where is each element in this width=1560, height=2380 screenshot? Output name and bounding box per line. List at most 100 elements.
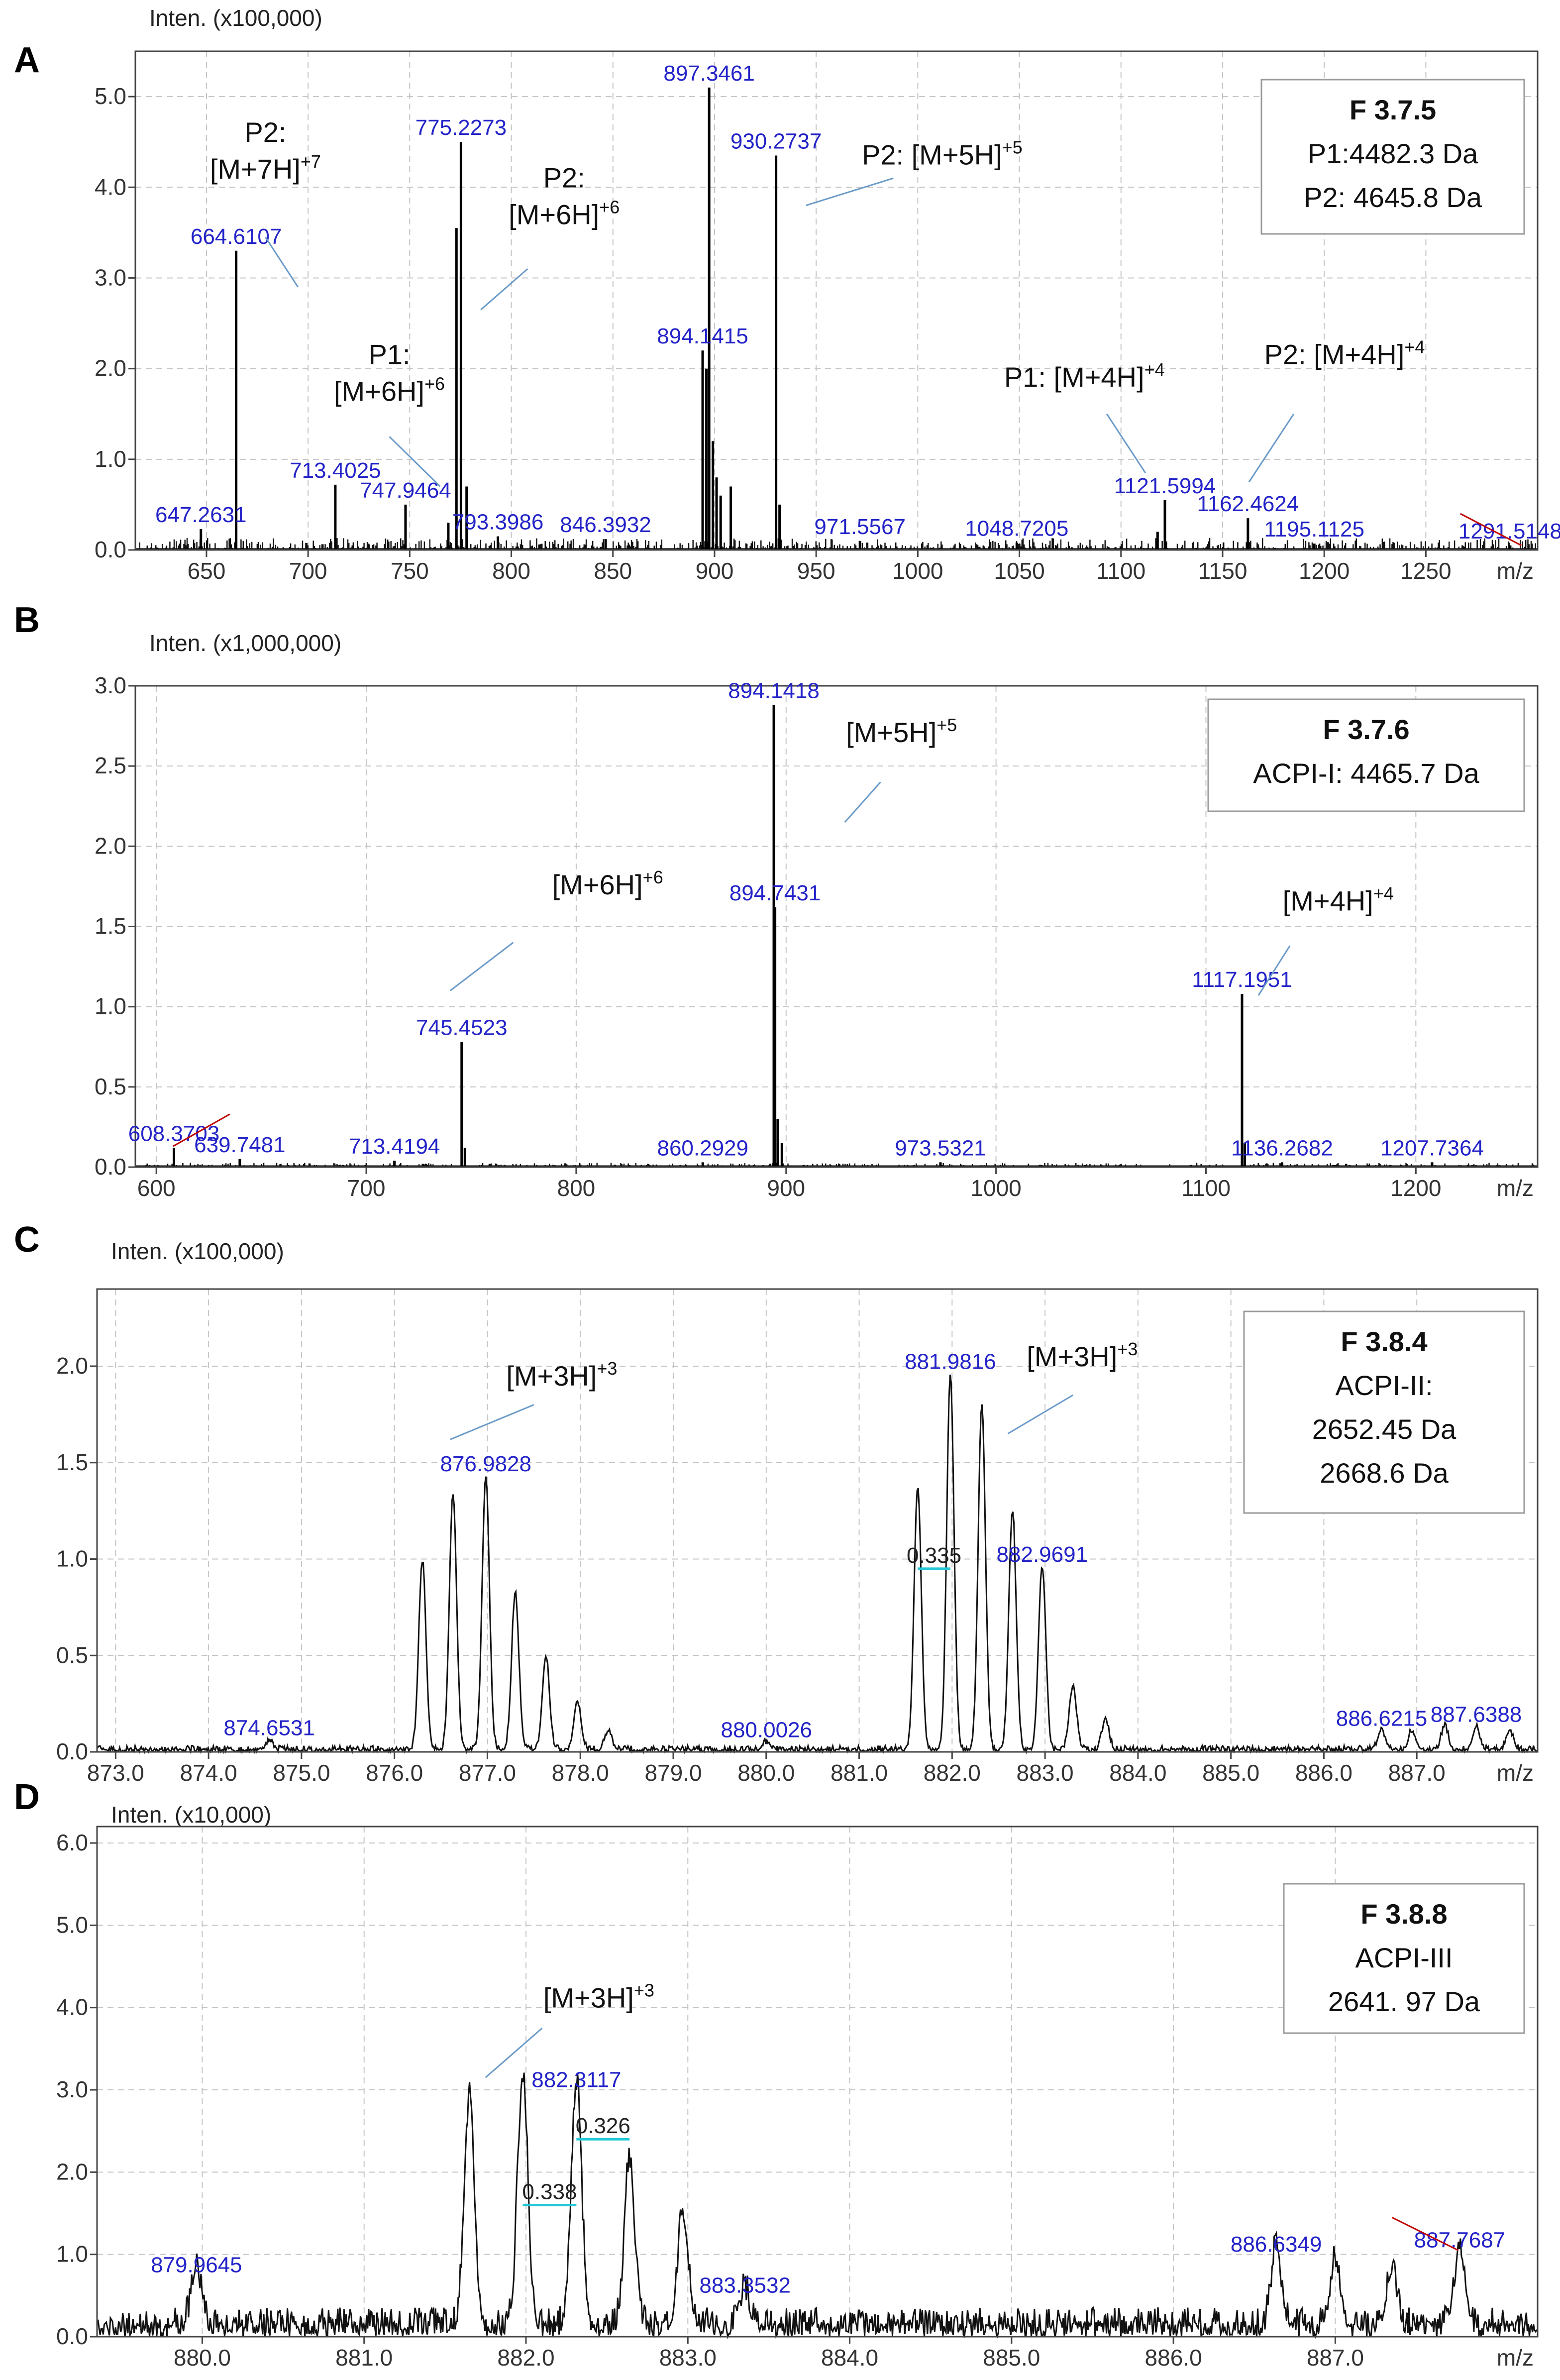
y-tick-label: 0.5 — [56, 1642, 88, 1668]
y-tick-label: 4.0 — [95, 174, 126, 200]
y-axis-label: Inten. (x1,000,000) — [149, 630, 341, 656]
peak-label: 894.1415 — [657, 324, 748, 348]
peak-label: 1195.1125 — [1264, 517, 1364, 541]
isotope-spacing-label: 0.326 — [576, 2114, 630, 2138]
y-axis-label: Inten. (x100,000) — [149, 5, 322, 31]
y-tick-label: 1.0 — [95, 446, 126, 472]
x-tick-label: 1100 — [1181, 1175, 1231, 1201]
annotation-leader — [450, 1404, 534, 1440]
x-axis-label: m/z — [1497, 1175, 1534, 1201]
ion-annotation: P1: [M+4H]+4 — [1004, 359, 1165, 393]
y-tick-label: 1.0 — [56, 2241, 88, 2267]
x-tick-label: 875.0 — [273, 1760, 330, 1786]
legend-line: ACPI-I: 4465.7 Da — [1253, 757, 1479, 789]
label-leader-red — [1391, 2216, 1459, 2251]
y-tick-label: 0.0 — [56, 1738, 88, 1764]
peak-label: 1162.4624 — [1197, 492, 1299, 516]
legend-line: 2668.6 Da — [1320, 1457, 1449, 1489]
peak-label: 879.9645 — [151, 2253, 242, 2277]
y-tick-label: 0.0 — [95, 1154, 126, 1180]
x-tick-label: 874.0 — [180, 1760, 237, 1786]
peak-label: 883.3532 — [699, 2273, 791, 2298]
annotation-leader — [1248, 413, 1295, 483]
y-tick-label: 2.0 — [56, 2159, 88, 2184]
x-tick-label: 885.0 — [983, 2345, 1040, 2371]
y-axis-label: Inten. (x10,000) — [111, 1802, 271, 1828]
peak-label: 881.9816 — [905, 1349, 996, 1374]
ion-annotation: P1: — [368, 339, 410, 370]
spectrum-trace — [97, 2072, 1538, 2340]
annotation-leader — [265, 236, 299, 288]
x-tick-label: 600 — [137, 1175, 176, 1201]
y-tick-label: 1.0 — [56, 1546, 88, 1572]
annotation-leader — [1257, 945, 1291, 996]
legend-line: P2: 4645.8 Da — [1304, 182, 1482, 213]
peak-label: 713.4025 — [290, 458, 381, 483]
legend-frame — [1243, 1310, 1525, 1514]
peak-label: 887.6388 — [1431, 1703, 1522, 1727]
x-tick-label: 900 — [696, 558, 734, 584]
y-tick-label: 2.0 — [56, 1353, 88, 1379]
legend-title: F 3.7.6 — [1323, 714, 1409, 745]
isotope-spacing-label: 0.335 — [907, 1543, 961, 1568]
legend-line: P1:4482.3 Da — [1308, 138, 1478, 169]
x-tick-label: 880.0 — [737, 1760, 795, 1786]
x-tick-label: 886.0 — [1145, 2345, 1202, 2371]
x-tick-label: 1000 — [892, 558, 943, 584]
x-tick-label: 950 — [797, 558, 835, 584]
y-tick-label: 4.0 — [56, 1994, 88, 2020]
annotation-leader — [1106, 413, 1146, 473]
x-tick-label: 885.0 — [1202, 1760, 1259, 1786]
isotope-spacing-label: 0.338 — [522, 2179, 577, 2204]
legend-title: F 3.8.4 — [1341, 1326, 1427, 1357]
peak-label: 747.9464 — [360, 478, 451, 503]
x-tick-label: 650 — [188, 558, 226, 584]
peak-label: 973.5321 — [895, 1136, 986, 1160]
ion-annotation: P2: [M+5H]+5 — [862, 137, 1023, 171]
x-tick-label: 1000 — [970, 1175, 1021, 1201]
annotation-leader — [389, 436, 441, 487]
legend-line: 2652.45 Da — [1312, 1413, 1456, 1445]
y-tick-label: 1.5 — [95, 913, 126, 939]
peak-label: 1207.7364 — [1380, 1136, 1484, 1160]
x-tick-label: 1150 — [1198, 558, 1248, 584]
x-tick-label: 873.0 — [87, 1760, 144, 1786]
spectrum-trace — [96, 1374, 1538, 1755]
peak-label: 647.2631 — [155, 503, 247, 527]
x-tick-label: 882.0 — [497, 2345, 554, 2371]
legend-frame — [1207, 698, 1525, 812]
ion-annotation: [M+3H]+3 — [1027, 1339, 1138, 1372]
annotation-leader — [844, 781, 881, 823]
ion-annotation: P2: [M+4H]+4 — [1264, 337, 1425, 370]
peak-label: 886.6349 — [1231, 2232, 1322, 2257]
annotation-leader — [449, 942, 514, 991]
x-tick-label: 1250 — [1400, 558, 1451, 584]
x-tick-label: 884.0 — [821, 2345, 878, 2371]
legend-box: F 3.8.8 ACPI-III 2641. 97 Da — [1283, 1883, 1525, 2034]
panel-b: B Inten. (x1,000,000) 600 700 800 900 1000 1100… — [14, 600, 1539, 1201]
peak-label: 894.1418 — [728, 679, 820, 703]
x-tick-label: 1050 — [994, 558, 1044, 584]
x-tick-label: 1200 — [1299, 558, 1350, 584]
x-tick-label: 887.0 — [1388, 1760, 1446, 1786]
peak-label: 793.3986 — [452, 510, 544, 535]
ion-annotation: [M+5H]+5 — [846, 715, 957, 748]
annotation-leader — [480, 268, 528, 311]
peak-label: 846.3932 — [560, 513, 651, 537]
peak-label: 886.6215 — [1336, 1706, 1428, 1731]
x-tick-label: 886.0 — [1295, 1760, 1352, 1786]
ion-annotation: [M+4H]+4 — [1283, 883, 1394, 916]
peak-label: 1117.1951 — [1192, 968, 1292, 992]
peak-label: 745.4523 — [416, 1016, 508, 1040]
x-axis-label: m/z — [1497, 1760, 1534, 1786]
plot-frame — [96, 1826, 1539, 2338]
x-tick-label: 883.0 — [659, 2345, 717, 2371]
peak-label: 930.2737 — [730, 129, 822, 154]
peak-label: 775.2273 — [416, 115, 507, 140]
x-tick-label: 700 — [347, 1175, 386, 1201]
x-tick-label: 900 — [767, 1175, 805, 1201]
y-tick-label: 3.0 — [95, 264, 126, 290]
y-tick-label: 3.0 — [95, 672, 126, 698]
peak-label: 876.9828 — [440, 1452, 531, 1476]
ion-annotation: [M+7H]+7 — [210, 151, 321, 185]
